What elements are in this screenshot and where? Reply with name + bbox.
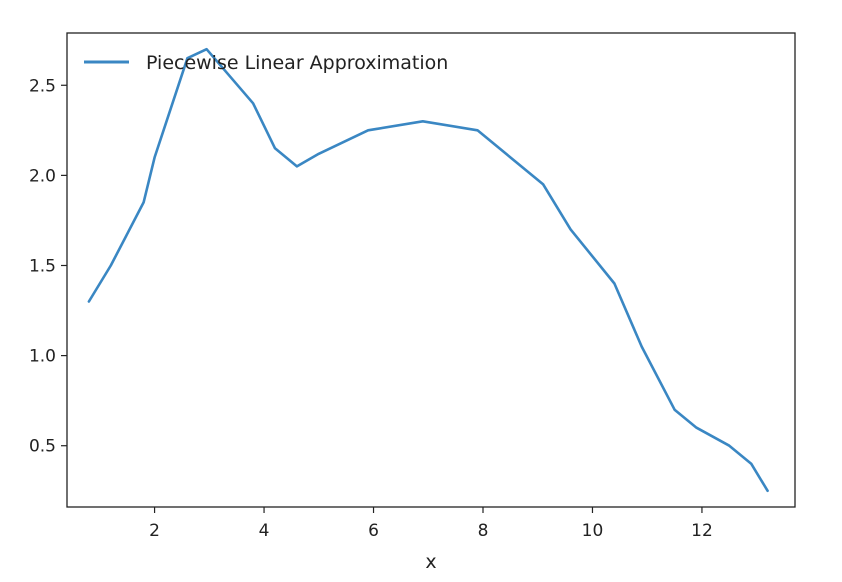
y-tick-label: 0.5	[29, 437, 56, 457]
x-tick-label: 2	[149, 521, 160, 541]
x-tick-label: 10	[582, 521, 604, 541]
x-tick-label: 6	[368, 521, 379, 541]
y-tick-label: 2.5	[29, 76, 56, 96]
x-tick-label: 8	[478, 521, 489, 541]
series-line-piecewise-linear-approximation	[87, 47, 769, 493]
plot-frame	[66, 32, 796, 508]
x-axis-label: x	[425, 551, 436, 573]
x-axis-ticks: 2 4 6 8 10 12	[149, 507, 713, 541]
y-tick-label: 1.0	[29, 347, 56, 367]
legend-label-piecewise-linear-approximation: Piecewise Linear Approximation	[146, 52, 448, 74]
y-tick-label: 2.0	[29, 166, 56, 186]
series-layer	[87, 47, 769, 493]
x-tick-label: 4	[259, 521, 270, 541]
y-tick-label: 1.5	[29, 256, 56, 276]
y-axis-ticks: 0.5 1.0 1.5 2.0 2.5	[29, 76, 67, 457]
x-tick-label: 12	[691, 521, 713, 541]
legend: Piecewise Linear Approximation	[84, 52, 448, 74]
